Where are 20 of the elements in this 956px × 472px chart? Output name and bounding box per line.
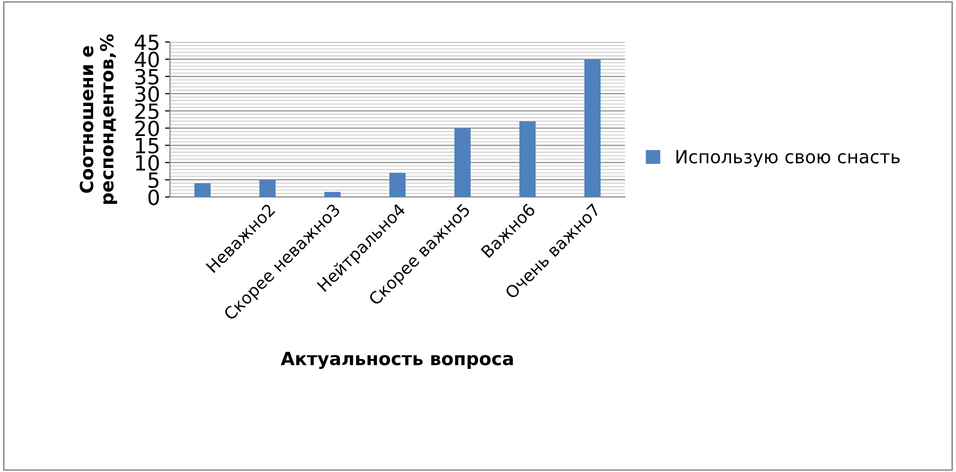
- y-tick-label: 0: [148, 189, 159, 206]
- y-tick-label: 45: [134, 34, 158, 50]
- legend-label: Использую свою снасть: [676, 150, 900, 167]
- bar: [519, 121, 536, 197]
- y-tick-label: 30: [135, 86, 159, 102]
- y-tick-label: 25: [135, 103, 158, 120]
- x-axis-title: Актуальность вопроса: [280, 352, 513, 369]
- y-tick-label: 20: [135, 120, 159, 136]
- y-tick-label: 10: [136, 155, 159, 171]
- bar: [324, 192, 341, 197]
- bar: [454, 128, 471, 197]
- bar: [194, 183, 211, 197]
- bar: [259, 180, 276, 197]
- y-axis-title: Соотношени е респондентов,%: [80, 34, 118, 204]
- bar: [389, 172, 406, 197]
- y-tick-label: 15: [136, 138, 158, 154]
- y-tick-label: 5: [148, 172, 158, 188]
- y-tick-label: 40: [134, 52, 159, 68]
- y-tick-label: 35: [135, 68, 158, 85]
- bar: [584, 59, 601, 197]
